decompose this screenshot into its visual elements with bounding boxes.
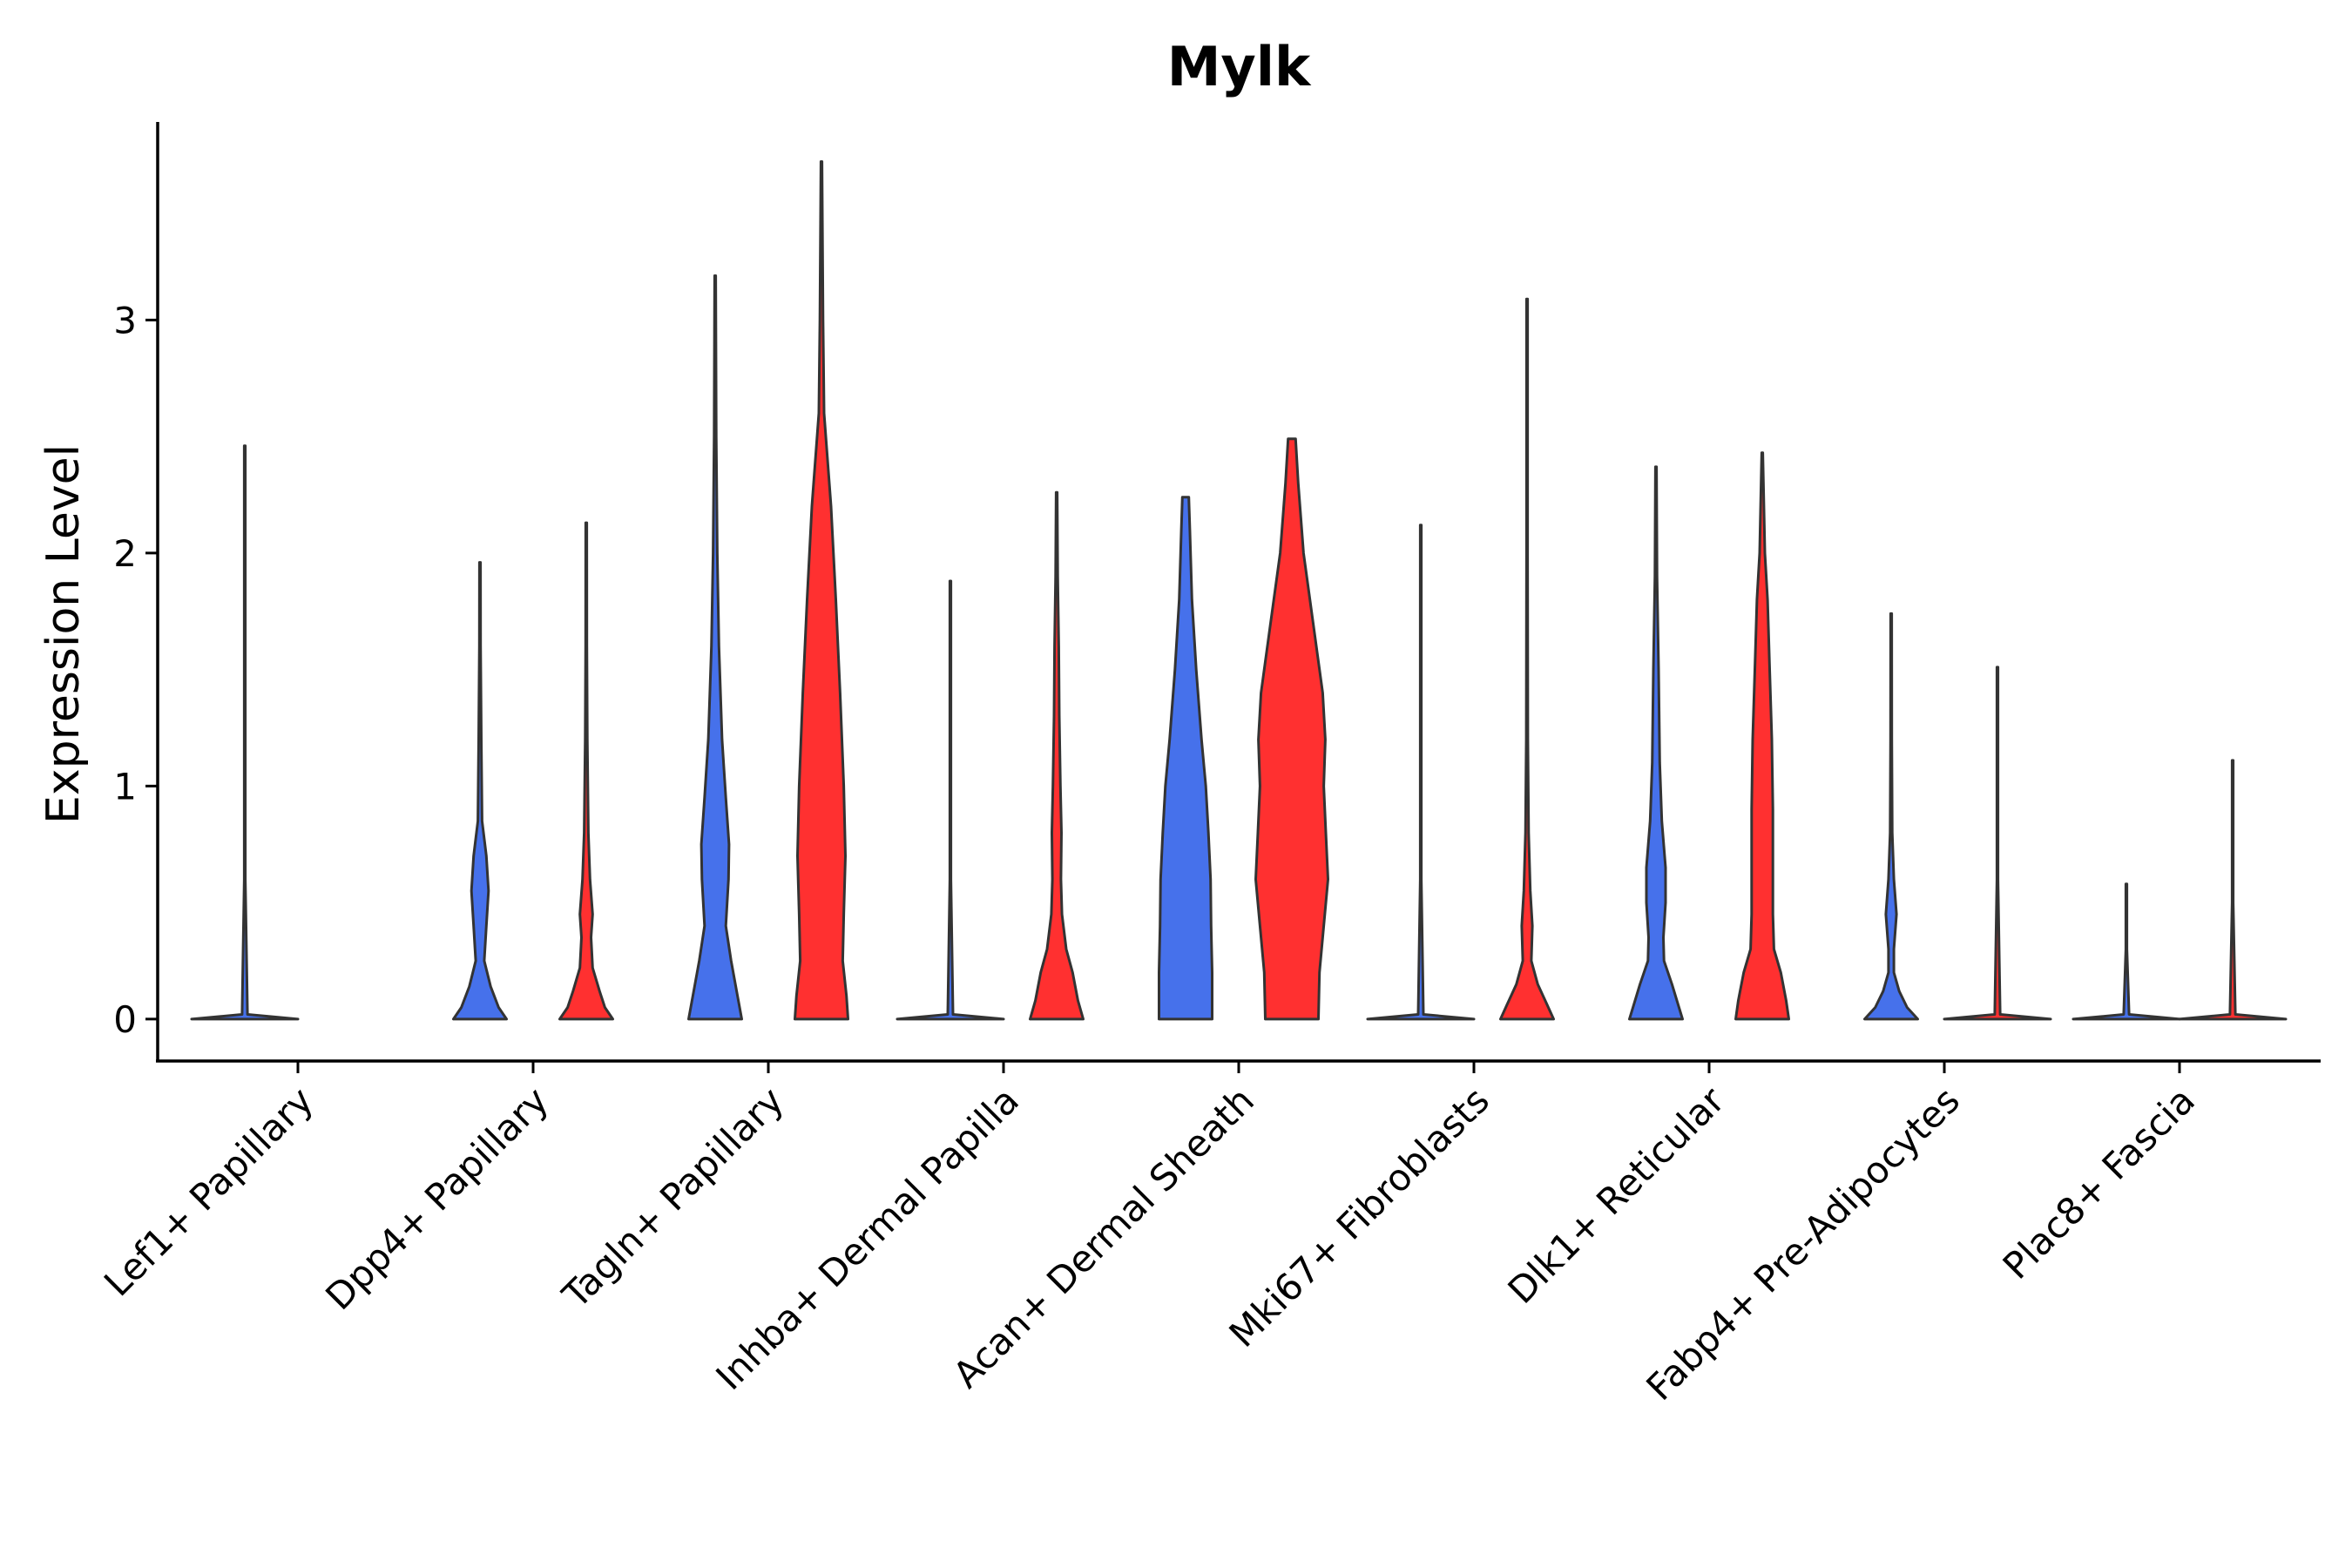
x-tick-label: Dlk1+ Reticular <box>1500 1078 1734 1312</box>
violin-blue-0 <box>190 444 300 1021</box>
violin-blue-1 <box>452 561 508 1021</box>
violin-blue-2 <box>687 274 743 1021</box>
chart-title: Mylk <box>1167 35 1312 98</box>
violin-red-7 <box>1943 666 2052 1021</box>
x-tick-label: Lef1+ Papillary <box>96 1078 321 1304</box>
violin-red-2 <box>794 160 849 1021</box>
x-tick-label: Tagln+ Papillary <box>554 1078 792 1316</box>
y-axis-label: Expression Level <box>37 444 90 824</box>
violin-blue-4 <box>1158 496 1213 1021</box>
x-tick-label: Mki67+ Fibroblasts <box>1221 1078 1497 1355</box>
violin-red-6 <box>1734 451 1790 1021</box>
violin-red-8 <box>2178 759 2288 1021</box>
y-tick-label: 2 <box>113 532 137 575</box>
violin-blue-5 <box>1366 524 1476 1021</box>
violin-red-3 <box>1029 490 1085 1021</box>
violin-blue-8 <box>2072 882 2181 1021</box>
violin-red-4 <box>1254 437 1329 1021</box>
violin-blue-7 <box>1863 612 1919 1021</box>
violin-blue-3 <box>896 579 1005 1021</box>
x-tick-label: Plac8+ Fascia <box>1995 1078 2203 1287</box>
violins-layer <box>190 160 2288 1021</box>
y-tick-label: 3 <box>113 299 137 341</box>
y-tick-label: 1 <box>113 765 137 808</box>
y-ticks-layer: 0 1 2 3 <box>113 299 158 1041</box>
y-tick-label: 0 <box>113 998 137 1041</box>
violin-red-5 <box>1499 297 1555 1021</box>
violin-red-1 <box>558 521 614 1021</box>
x-tick-label: Dpp4+ Papillary <box>317 1078 557 1318</box>
violin-blue-6 <box>1628 465 1684 1021</box>
